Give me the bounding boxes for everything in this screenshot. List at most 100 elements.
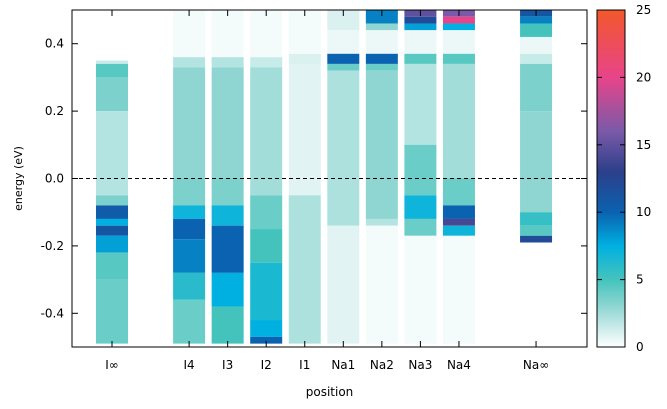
heatmap-cell-5-0 — [327, 10, 360, 31]
heatmap-cell-7-6 — [404, 144, 437, 196]
x-axis-label: position — [306, 385, 354, 399]
heatmap-cell-7-4 — [404, 53, 437, 64]
heatmap-cell-7-1 — [404, 16, 437, 24]
heatmap-cell-0-4 — [96, 195, 128, 206]
heatmap-cell-0-2 — [96, 77, 128, 112]
heatmap-cell-6-0 — [365, 10, 398, 24]
heatmap-cell-2-6 — [211, 272, 244, 307]
heatmap-cell-5-3 — [327, 63, 360, 71]
x-tick-label: I1 — [299, 358, 310, 372]
colorbar — [596, 9, 626, 348]
colorbar-tick-label: 0 — [636, 340, 644, 354]
heatmap-cell-2-0 — [211, 10, 244, 58]
heatmap-cell-0-7 — [96, 225, 128, 236]
heatmap-cell-7-8 — [404, 218, 437, 236]
heatmap-cell-6-6 — [365, 218, 398, 226]
heatmap-cell-0-10 — [96, 279, 128, 344]
heatmap-cell-9-6 — [520, 111, 553, 213]
heatmap-cell-7-7 — [404, 195, 437, 219]
heatmap-cell-8-6 — [442, 178, 475, 206]
heatmap-cell-3-1 — [250, 57, 283, 68]
heatmap-cells — [96, 10, 553, 344]
heatmap-cell-3-3 — [250, 195, 283, 230]
y-tick-label: -0.4 — [41, 306, 64, 320]
heatmap-cell-5-4 — [327, 70, 360, 226]
heatmap-cell-3-0 — [250, 10, 283, 58]
x-tick-label: I∞ — [105, 358, 119, 372]
heatmap-cell-9-1 — [520, 16, 553, 24]
y-tick-label: 0.4 — [45, 37, 64, 51]
heatmap-cell-4-0 — [288, 10, 321, 54]
x-tick-label: Na2 — [370, 358, 394, 372]
colorbar-tick-label: 5 — [636, 273, 644, 287]
heatmap-cell-8-7 — [442, 205, 475, 219]
heatmap-cell-2-4 — [211, 205, 244, 226]
heatmap-cell-1-6 — [173, 239, 206, 273]
heatmap-cell-2-1 — [211, 57, 244, 68]
heatmap-cell-8-3 — [442, 30, 475, 54]
y-tick-label: 0.2 — [45, 104, 64, 118]
x-tick-label: Na∞ — [523, 358, 549, 372]
x-tick-label: I3 — [222, 358, 233, 372]
heatmap-cell-5-2 — [327, 53, 360, 64]
x-tick-label: I2 — [261, 358, 272, 372]
heatmap-cell-8-10 — [442, 235, 475, 344]
heatmap-cell-1-1 — [173, 57, 206, 68]
heatmap-cell-8-8 — [442, 218, 475, 226]
y-axis: 0.4 0.2 0.0 -0.2 -0.4 — [41, 37, 587, 320]
heatmap-cell-8-9 — [442, 225, 475, 236]
x-axis: I∞ I4 I3 I2 I1 Na1 Na2 Na3 Na4 Na∞ — [105, 10, 549, 372]
y-axis-label: energy (eV) — [12, 146, 25, 211]
heatmap-cell-1-3 — [173, 178, 206, 206]
heatmap-cell-8-2 — [442, 23, 475, 31]
heatmap-cell-1-8 — [173, 299, 206, 344]
heatmap-cell-1-2 — [173, 67, 206, 179]
y-tick-label: 0.0 — [45, 172, 64, 186]
heatmap-cell-0-1 — [96, 63, 128, 78]
heatmap-cell-0-9 — [96, 252, 128, 280]
colorbar-tick-label: 15 — [636, 138, 651, 152]
heatmap-cell-4-3 — [288, 195, 321, 344]
heatmap-cell-2-2 — [211, 67, 244, 179]
heatmap-cell-9-2 — [520, 23, 553, 37]
heatmap-cell-4-1 — [288, 53, 321, 64]
heatmap-cell-6-1 — [365, 23, 398, 31]
x-tick-label: Na1 — [331, 358, 355, 372]
colorbar-axis: 0 5 10 15 20 25 — [597, 3, 651, 354]
heatmap-cell-0-3 — [96, 111, 128, 196]
colorbar-tick-label: 10 — [636, 205, 651, 219]
heatmap-cell-0-8 — [96, 235, 128, 253]
heatmap-cell-5-1 — [327, 30, 360, 54]
heatmap-cell-8-1 — [442, 16, 475, 24]
heatmap-cell-3-4 — [250, 229, 283, 263]
heatmap-cell-2-5 — [211, 225, 244, 273]
heatmap-cell-1-4 — [173, 205, 206, 219]
heatmap-cell-7-9 — [404, 235, 437, 344]
heatmap-cell-5-5 — [327, 225, 360, 344]
heatmap-cell-6-7 — [365, 225, 398, 344]
y-tick-label: -0.2 — [41, 239, 64, 253]
x-tick-label: Na3 — [408, 358, 432, 372]
heatmap-cell-6-2 — [365, 30, 398, 54]
heatmap-cell-6-5 — [365, 70, 398, 219]
heatmap-cell-6-4 — [365, 63, 398, 71]
heatmap-cell-0-5 — [96, 205, 128, 219]
heatmap-cell-2-3 — [211, 178, 244, 206]
heatmap-cell-9-8 — [520, 225, 553, 236]
x-tick-label: I4 — [184, 358, 195, 372]
heatmap-cell-1-5 — [173, 218, 206, 240]
heatmap-cell-9-9 — [520, 235, 553, 243]
heatmap-cell-7-3 — [404, 30, 437, 54]
heatmap-cell-6-3 — [365, 53, 398, 64]
x-tick-label: Na4 — [447, 358, 471, 372]
heatmap-cell-3-2 — [250, 67, 283, 196]
heatmap-cell-9-5 — [520, 63, 553, 112]
heatmap-cell-3-7 — [250, 336, 283, 344]
heatmap-cell-7-2 — [404, 23, 437, 31]
heatmap-cell-3-6 — [250, 320, 283, 337]
heatmap-cell-8-5 — [442, 63, 475, 179]
heatmap-cell-9-3 — [520, 36, 553, 54]
heatmap-cell-3-5 — [250, 262, 283, 321]
